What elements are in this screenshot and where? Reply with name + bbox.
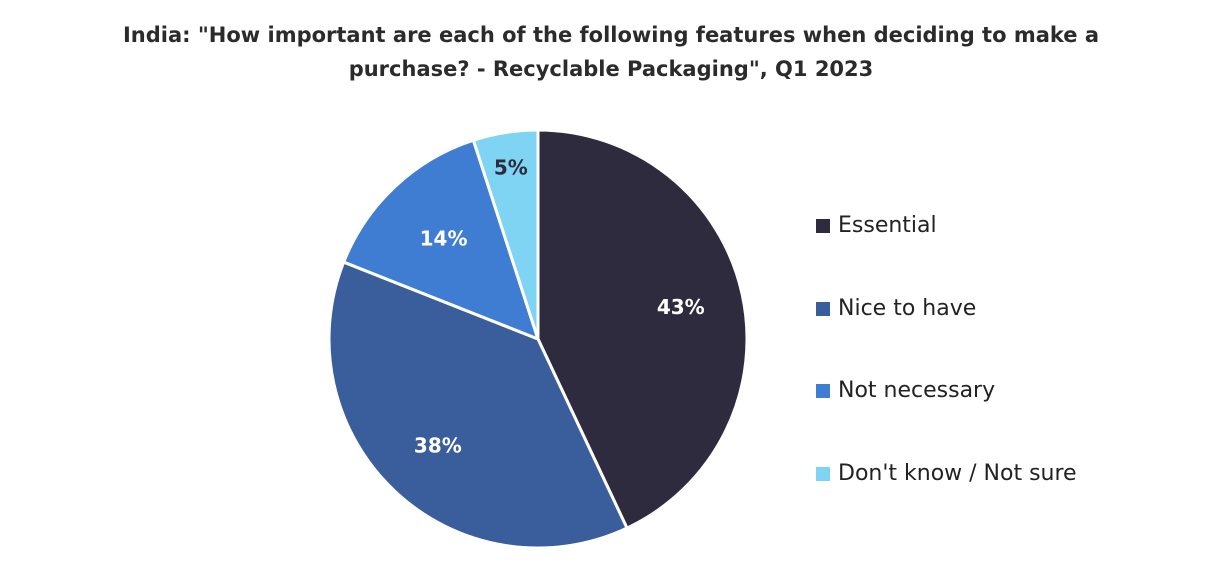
legend-swatch-essential xyxy=(816,219,830,233)
legend-item-not-necessary: Not necessary xyxy=(816,373,1216,409)
legend-label-not-necessary: Not necessary xyxy=(838,378,996,403)
pie-slice-essential xyxy=(536,128,749,530)
legend-swatch-dont-know xyxy=(816,466,830,481)
legend-swatch-nice-to-have xyxy=(816,301,830,316)
chart-title: India: "How important are each of the fo… xyxy=(0,18,1222,86)
legend-item-dont-know: Don't know / Not sure xyxy=(816,456,1216,492)
legend-swatch-not-necessary xyxy=(816,384,830,398)
legend-item-essential: Essential xyxy=(816,208,1216,244)
pie-slice-nice-to-have xyxy=(327,260,629,550)
data-label-dont-know: 5% xyxy=(494,156,528,180)
data-label-essential: 43% xyxy=(657,295,705,319)
legend-label-nice-to-have: Nice to have xyxy=(838,295,977,321)
data-label-not-necessary: 14% xyxy=(420,226,468,250)
legend-item-nice-to-have: Nice to have xyxy=(816,291,1216,327)
data-label-nice-to-have: 38% xyxy=(414,434,462,458)
legend-label-dont-know: Don't know / Not sure xyxy=(838,460,1077,486)
chart-legend: Essential Nice to have Not necessary Don… xyxy=(816,208,1216,538)
legend-label-essential: Essential xyxy=(838,213,937,238)
chart-title-line-2: purchase? - Recyclable Packaging", Q1 20… xyxy=(348,57,874,81)
pie-slice-dont-know xyxy=(471,128,540,341)
chart-title-line-1: India: "How important are each of the fo… xyxy=(122,23,1100,47)
